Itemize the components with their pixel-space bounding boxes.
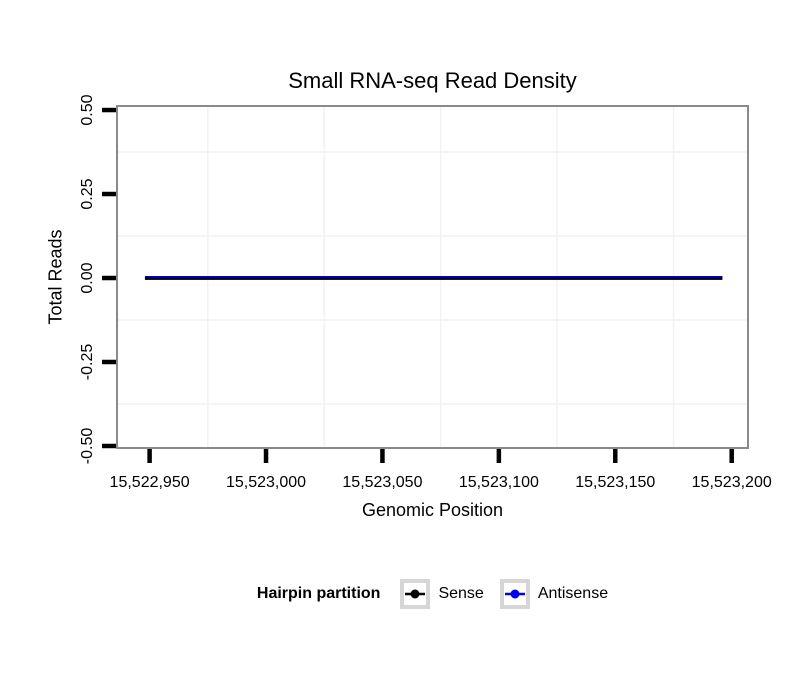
legend-key-antisense	[499, 579, 530, 609]
sense-line-icon	[405, 589, 426, 599]
svg-text:0.50: 0.50	[79, 94, 96, 125]
x-axis-label: Genomic Position	[361, 500, 504, 520]
legend-label-sense: Sense	[438, 585, 484, 602]
svg-text:15,523,100: 15,523,100	[459, 474, 539, 491]
svg-text:15,523,150: 15,523,150	[575, 474, 655, 491]
legend-label-antisense: Antisense	[537, 585, 609, 602]
legend-title: Hairpin partition	[256, 585, 381, 602]
svg-text:15,523,000: 15,523,000	[226, 474, 306, 491]
svg-text:15,523,050: 15,523,050	[342, 474, 422, 491]
svg-text:0.25: 0.25	[79, 178, 96, 209]
antisense-line-icon	[504, 589, 525, 599]
svg-text:-0.50: -0.50	[79, 428, 96, 465]
svg-text:-0.25: -0.25	[79, 344, 96, 381]
chart-title: Small RNA-seq Read Density	[288, 68, 577, 93]
legend-entry-antisense: Antisense	[499, 579, 609, 609]
legend: Hairpin partition Sense Antisense	[117, 577, 748, 611]
legend-key-sense	[400, 579, 431, 609]
svg-text:15,523,200: 15,523,200	[692, 474, 772, 491]
plot-area: 15,522,950 15,523,000 15,523,050 15,523,100…	[79, 94, 772, 491]
y-axis-label: Total Reads	[45, 229, 66, 325]
svg-text:15,522,950: 15,522,950	[110, 474, 190, 491]
svg-text:0.00: 0.00	[79, 262, 96, 293]
legend-entry-sense: Sense	[400, 579, 484, 609]
